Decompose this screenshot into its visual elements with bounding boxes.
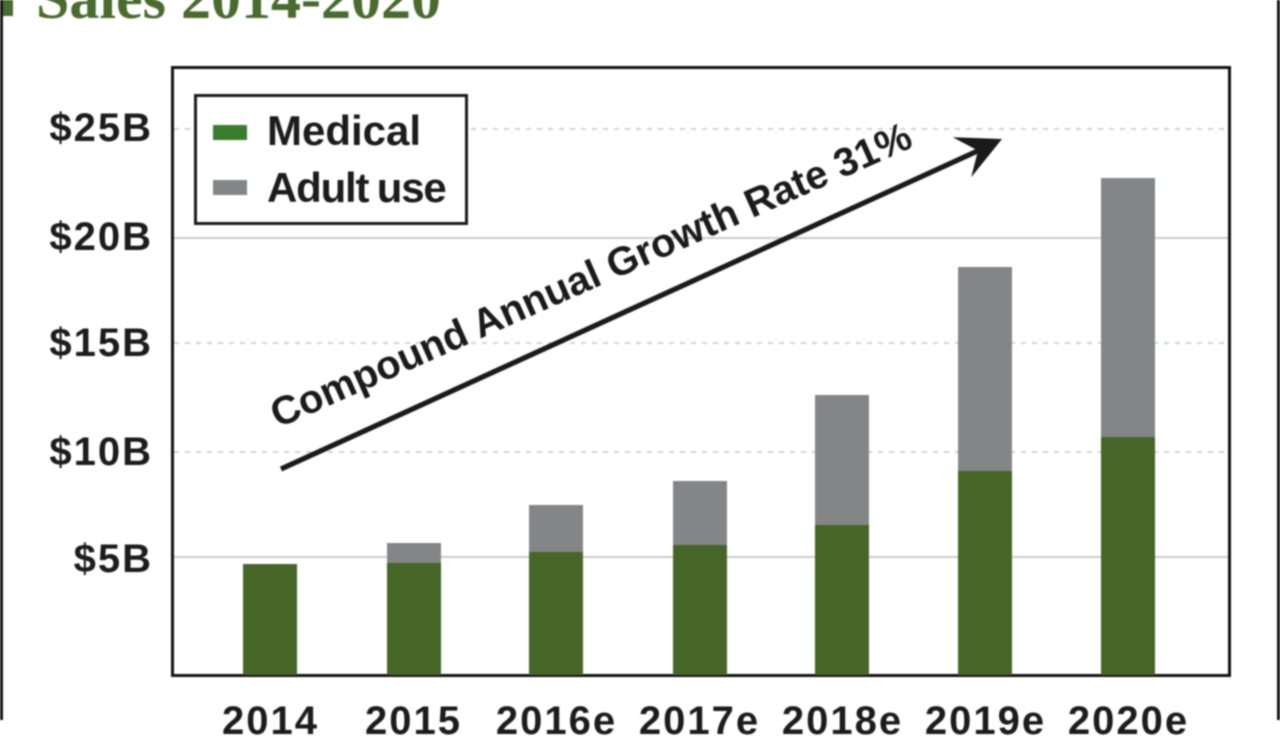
svg-text:Compound Annual Growth Rate 31: Compound Annual Growth Rate 31% [264, 114, 918, 436]
